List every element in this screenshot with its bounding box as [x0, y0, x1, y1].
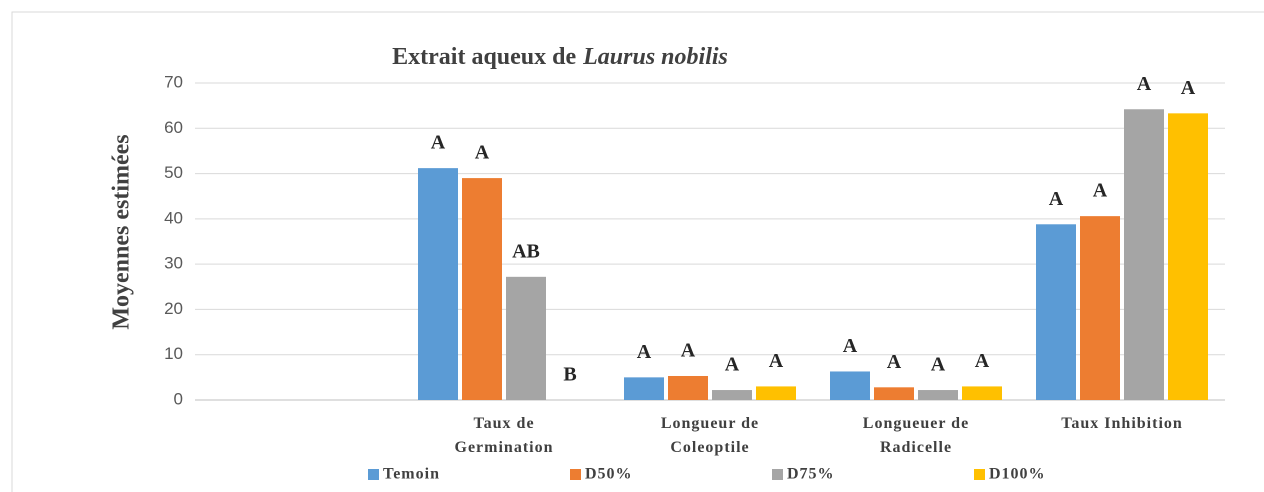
- significance-label: A: [475, 142, 490, 164]
- bar: [918, 390, 958, 400]
- legend-swatch: [368, 469, 379, 480]
- x-tick-label: Longueuer de Radicelle: [862, 415, 970, 456]
- y-tick-label: 20: [164, 299, 183, 318]
- significance-label: A: [637, 341, 652, 363]
- x-tick-label: Longueur de Coleoptile: [660, 415, 760, 456]
- significance-label: A: [975, 350, 990, 372]
- y-tick-label: 40: [164, 208, 183, 227]
- bar: [668, 375, 708, 400]
- y-tick-label: 30: [164, 254, 183, 273]
- legend-label: Temoin: [383, 466, 440, 483]
- bar: [874, 387, 914, 400]
- bar: [1168, 113, 1208, 400]
- legend-label: D75%: [787, 466, 835, 483]
- bar: [962, 386, 1002, 400]
- significance-label: A: [1093, 180, 1108, 202]
- legend-swatch: [974, 469, 985, 480]
- bar: [1080, 216, 1120, 400]
- bar: [756, 386, 796, 400]
- significance-label: A: [843, 335, 858, 357]
- bar: [506, 276, 546, 400]
- y-tick-label: 60: [164, 118, 183, 137]
- title-text: Extrait aqueux de: [392, 44, 576, 70]
- bar: [1124, 109, 1164, 400]
- legend-label: D50%: [585, 466, 633, 483]
- y-tick-label: 10: [164, 344, 183, 363]
- y-axis-label: Moyennes estimées: [109, 134, 135, 329]
- bar: [418, 168, 458, 400]
- title-italic: Laurus nobilis: [582, 44, 728, 70]
- significance-label: A: [1181, 77, 1196, 99]
- significance-label: A: [931, 354, 946, 376]
- x-tick-label: Taux de Germination: [454, 415, 554, 456]
- legend-label: D100%: [989, 466, 1046, 483]
- bar: [462, 178, 502, 400]
- significance-label: A: [769, 350, 784, 372]
- bar: [830, 371, 870, 400]
- chart-title: Extrait aqueux de Laurus nobilis: [392, 44, 728, 70]
- significance-label: B: [563, 364, 576, 386]
- significance-label: A: [431, 132, 446, 154]
- significance-label: A: [725, 354, 740, 376]
- significance-label: A: [887, 351, 902, 373]
- bar: [624, 377, 664, 400]
- bar: [712, 390, 752, 400]
- significance-label: AB: [512, 240, 540, 262]
- legend-swatch: [772, 469, 783, 480]
- y-tick-label: 0: [174, 389, 183, 408]
- y-tick-label: 50: [164, 163, 183, 182]
- significance-label: A: [681, 340, 696, 362]
- significance-label: A: [1049, 188, 1064, 210]
- significance-label: A: [1137, 73, 1152, 95]
- y-tick-label: 70: [164, 72, 183, 91]
- bar: [1036, 224, 1076, 400]
- legend-swatch: [570, 469, 581, 480]
- x-tick-label: Taux Inhibition: [1061, 415, 1183, 432]
